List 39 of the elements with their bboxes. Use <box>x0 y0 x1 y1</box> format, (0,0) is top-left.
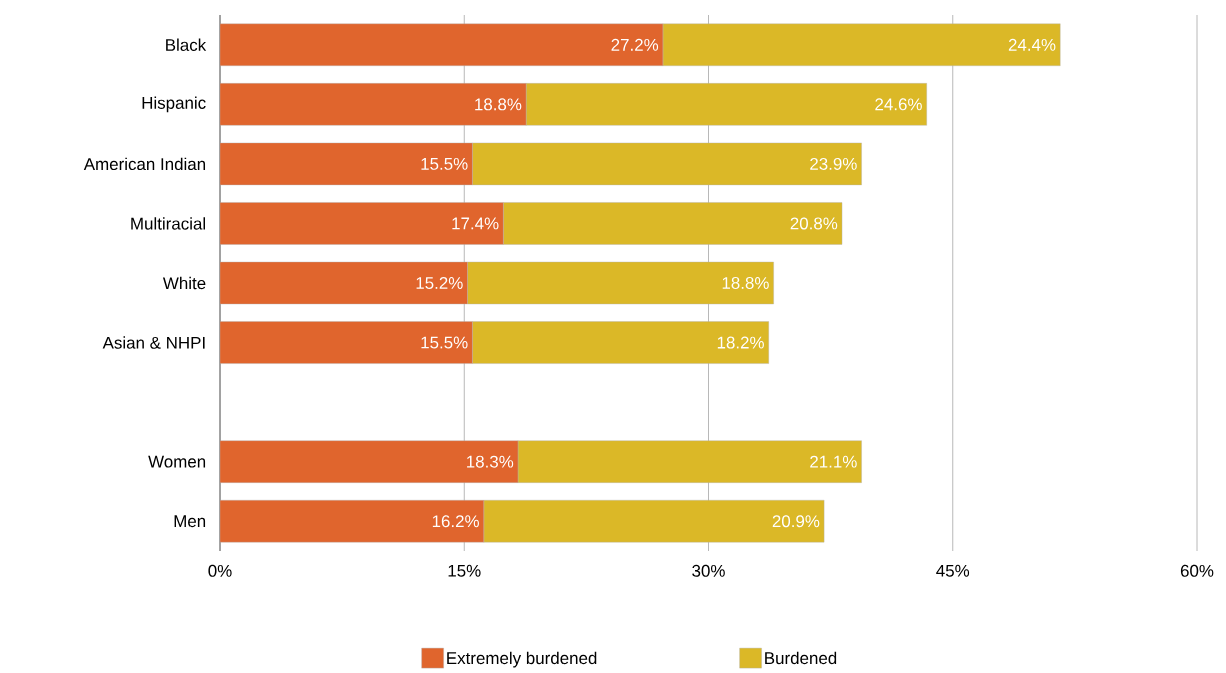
data-label: 17.4% <box>452 217 499 230</box>
data-label: 18.8% <box>475 98 522 111</box>
data-label: 15.2% <box>416 277 463 289</box>
y-tick-label: Hispanic <box>142 96 206 113</box>
x-tick-label: 15% <box>448 564 481 577</box>
data-label: 24.4% <box>1008 38 1056 51</box>
data-label: 16.2% <box>432 515 479 528</box>
bar <box>220 440 519 483</box>
data-label: 20.9% <box>772 515 820 528</box>
bar <box>220 23 664 66</box>
bar <box>220 202 504 245</box>
bar <box>220 83 527 126</box>
x-tick-label: 30% <box>692 564 725 577</box>
data-label: 23.9% <box>810 157 857 170</box>
y-tick-label: Women <box>148 455 206 468</box>
y-tick-label: Asian & NHPI <box>102 336 205 349</box>
y-tick-label: Multiracial <box>131 217 205 230</box>
data-label: 15.5% <box>421 157 468 170</box>
data-label: 18.2% <box>717 336 764 349</box>
data-label: 24.6% <box>875 98 922 111</box>
y-tick-label: American Indian <box>83 157 206 171</box>
x-tick-label: 45% <box>936 564 970 577</box>
y-tick-label: White <box>162 276 206 290</box>
bar <box>220 142 473 186</box>
data-label: 21.1% <box>810 455 857 468</box>
data-label: 18.8% <box>722 277 769 289</box>
x-tick-label: 0% <box>208 564 232 577</box>
legend-label: Burdened <box>765 651 837 665</box>
bar <box>220 321 473 364</box>
data-label: 15.5% <box>421 336 468 349</box>
data-label: 18.3% <box>467 455 514 468</box>
y-tick-label: Black <box>166 38 207 52</box>
y-tick-label: Men <box>174 515 206 528</box>
x-tick-label: 60% <box>1180 564 1214 577</box>
bar <box>220 500 484 543</box>
bar <box>220 261 468 305</box>
legend-label: Extremely burdened <box>447 651 597 668</box>
data-label: 27.2% <box>611 38 659 51</box>
data-label: 20.8% <box>790 217 838 230</box>
